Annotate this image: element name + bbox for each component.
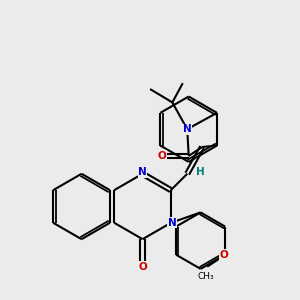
Text: N: N xyxy=(138,167,147,177)
Text: O: O xyxy=(219,250,228,260)
Text: CH₃: CH₃ xyxy=(197,272,214,281)
Text: O: O xyxy=(158,151,166,161)
Text: N: N xyxy=(183,124,192,134)
Text: N: N xyxy=(168,218,177,228)
Text: O: O xyxy=(138,262,147,272)
Text: H: H xyxy=(196,167,204,177)
